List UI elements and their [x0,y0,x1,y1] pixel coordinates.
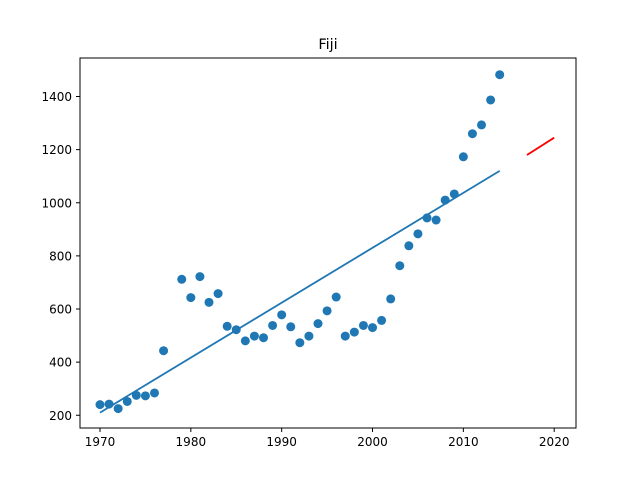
data-point [295,338,305,348]
x-tick-label: 2000 [357,435,388,449]
plot-frame [79,57,577,429]
data-point [386,294,396,304]
data-point [331,292,341,302]
data-point [240,336,250,346]
data-point [322,306,332,316]
data-point [304,331,314,341]
x-tick-label: 2020 [539,435,570,449]
data-point [122,396,132,406]
data-point [140,391,150,401]
data-point [131,390,141,400]
data-point [431,215,441,225]
x-tick-label: 1970 [85,435,116,449]
data-point [404,241,414,251]
chart-title: Fiji [318,37,337,53]
data-point [486,95,496,105]
data-point [467,129,477,139]
data-point [186,293,196,303]
plot-marks [95,70,555,414]
data-point [377,315,387,325]
x-tick-label: 2010 [448,435,479,449]
data-point [249,331,259,341]
data-point [195,272,205,282]
data-point [286,322,296,332]
y-tick-label: 1400 [41,90,72,104]
data-point [113,404,123,414]
data-point [349,327,359,337]
trend-line [99,170,501,414]
y-tick-label: 1000 [41,196,72,210]
data-point [395,261,405,271]
data-point [159,346,169,356]
forecast-line [526,136,555,156]
x-tick-label: 1990 [266,435,297,449]
data-point [277,310,287,320]
data-point [222,321,232,331]
y-tick-label: 600 [49,303,72,317]
y-tick-label: 400 [49,356,72,370]
data-point [413,229,423,239]
data-point [268,320,278,330]
data-point [458,152,468,162]
data-point [149,388,159,398]
data-point [95,400,105,410]
data-point [495,70,505,80]
data-point [204,297,214,307]
data-point [259,333,268,343]
data-point [358,320,368,330]
data-point [340,331,350,341]
y-tick-label: 800 [49,249,72,263]
data-point [477,120,487,130]
data-point [368,323,378,333]
data-point [313,319,323,329]
axes: 1970 1980 1990 2000 2010 2020 200 400 600 800 1000… [41,90,569,449]
y-tick-label: 200 [49,409,72,423]
data-point [177,274,187,284]
data-point [213,289,223,299]
x-tick-label: 1980 [176,435,207,449]
y-tick-label: 1200 [41,143,72,157]
